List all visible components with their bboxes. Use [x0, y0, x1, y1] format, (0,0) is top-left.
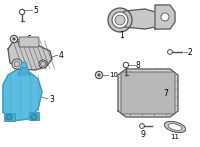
- Polygon shape: [120, 9, 165, 29]
- Ellipse shape: [168, 124, 182, 130]
- Circle shape: [6, 114, 12, 120]
- Polygon shape: [3, 69, 42, 121]
- Circle shape: [96, 71, 103, 78]
- Circle shape: [11, 35, 18, 42]
- Polygon shape: [8, 41, 52, 70]
- Circle shape: [125, 64, 127, 66]
- Text: 10: 10: [109, 72, 118, 78]
- Circle shape: [141, 125, 143, 127]
- Text: 9: 9: [141, 130, 145, 139]
- Text: 8: 8: [136, 61, 141, 70]
- Circle shape: [20, 10, 25, 15]
- Text: 4: 4: [59, 51, 64, 60]
- Text: 2: 2: [188, 47, 193, 56]
- Circle shape: [21, 11, 23, 13]
- Circle shape: [169, 51, 171, 53]
- Circle shape: [124, 62, 128, 67]
- Circle shape: [41, 61, 46, 66]
- Text: 7: 7: [163, 88, 168, 97]
- Polygon shape: [18, 65, 30, 75]
- Polygon shape: [118, 69, 178, 117]
- FancyBboxPatch shape: [5, 113, 16, 122]
- FancyBboxPatch shape: [121, 72, 175, 114]
- Text: 5: 5: [33, 5, 38, 15]
- Text: 1: 1: [120, 31, 124, 40]
- FancyBboxPatch shape: [30, 112, 40, 121]
- Circle shape: [112, 12, 128, 28]
- Circle shape: [39, 60, 47, 68]
- Circle shape: [21, 62, 27, 68]
- Circle shape: [31, 114, 37, 120]
- Ellipse shape: [164, 121, 186, 133]
- Circle shape: [97, 73, 101, 77]
- Text: 6: 6: [26, 35, 31, 44]
- Text: 3: 3: [49, 95, 54, 103]
- Circle shape: [98, 74, 100, 76]
- Polygon shape: [155, 5, 175, 29]
- FancyBboxPatch shape: [19, 37, 39, 47]
- Circle shape: [108, 8, 132, 32]
- Circle shape: [115, 15, 125, 25]
- Circle shape: [140, 124, 144, 128]
- Circle shape: [23, 64, 26, 66]
- Circle shape: [161, 13, 169, 21]
- Text: 11: 11: [170, 134, 180, 140]
- Circle shape: [168, 50, 172, 54]
- Circle shape: [14, 61, 20, 67]
- Circle shape: [12, 37, 16, 41]
- Circle shape: [12, 59, 22, 69]
- Circle shape: [13, 38, 15, 40]
